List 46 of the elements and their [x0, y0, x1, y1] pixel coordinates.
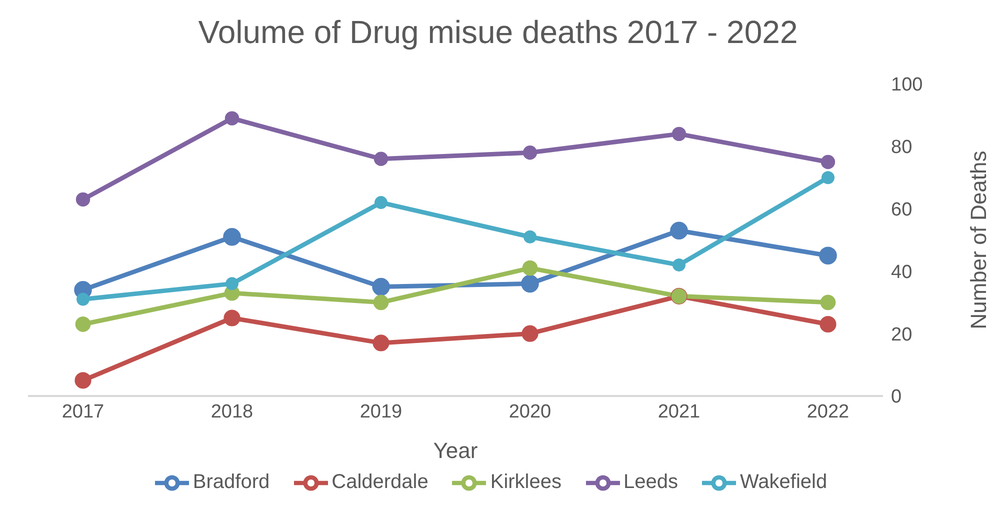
point	[822, 171, 834, 184]
point	[522, 260, 538, 276]
point	[374, 152, 388, 166]
point	[524, 230, 536, 244]
point	[670, 222, 688, 240]
point	[672, 126, 686, 142]
x-axis-title: Year	[433, 438, 478, 463]
point	[820, 316, 836, 333]
x-tick-label: 2022	[806, 401, 850, 422]
legend-label: Kirklees	[490, 471, 562, 494]
point	[75, 316, 91, 332]
y-tick-label: 0	[891, 386, 902, 408]
legend-label: Bradford	[192, 471, 270, 494]
point	[819, 246, 837, 264]
y-tick-label: 40	[891, 262, 912, 283]
point	[372, 334, 390, 352]
point	[374, 196, 388, 210]
x-tick-label: 2017	[62, 401, 104, 422]
point	[76, 192, 90, 207]
y-tick-label: 100	[891, 74, 923, 96]
chart-title: Volume of Drug misue deaths 2017 - 2022	[197, 13, 799, 52]
y-tick-label: 80	[891, 137, 912, 158]
point	[74, 372, 92, 389]
legend-label: Leeds	[624, 471, 678, 494]
y-tick-label: 60	[891, 200, 912, 221]
point	[224, 111, 240, 126]
point	[522, 325, 538, 342]
y-tick-label: 20	[891, 324, 912, 346]
point	[226, 277, 238, 290]
x-tick-label: 2019	[360, 401, 402, 422]
point	[76, 292, 90, 306]
point	[372, 278, 390, 296]
y-axis-title: Number of Deaths	[966, 150, 991, 330]
point	[373, 294, 389, 310]
point	[223, 228, 241, 246]
x-tick-label: 2021	[658, 401, 700, 422]
point	[820, 154, 836, 170]
x-tick-label: 2020	[508, 401, 552, 422]
point	[224, 310, 240, 326]
legend-label: Wakefield	[740, 471, 828, 494]
point	[522, 146, 538, 160]
point	[672, 258, 686, 272]
point	[820, 294, 836, 310]
legend-label: Calderdale	[332, 471, 428, 494]
point	[521, 274, 539, 293]
x-tick-label: 2018	[210, 401, 254, 422]
